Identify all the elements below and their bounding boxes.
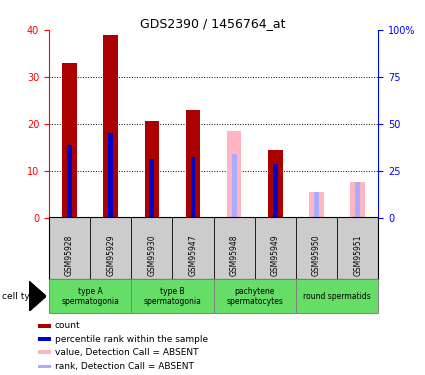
Text: GSM95930: GSM95930 xyxy=(147,235,156,276)
Text: value, Detection Call = ABSENT: value, Detection Call = ABSENT xyxy=(55,348,198,357)
Bar xyxy=(62,63,76,217)
Bar xyxy=(309,192,324,217)
Text: GSM95928: GSM95928 xyxy=(65,235,74,276)
Bar xyxy=(268,150,283,217)
Text: GSM95951: GSM95951 xyxy=(353,235,362,276)
Text: pachytene
spermatocytes: pachytene spermatocytes xyxy=(226,286,283,306)
Bar xyxy=(38,324,51,328)
Text: GSM95950: GSM95950 xyxy=(312,235,321,276)
Text: GSM95947: GSM95947 xyxy=(188,235,198,276)
Text: GSM95949: GSM95949 xyxy=(271,235,280,276)
Bar xyxy=(149,159,154,218)
Bar xyxy=(144,122,159,218)
Text: cell type: cell type xyxy=(2,292,41,301)
Text: rank, Detection Call = ABSENT: rank, Detection Call = ABSENT xyxy=(55,362,194,371)
Bar xyxy=(227,131,241,218)
Text: count: count xyxy=(55,321,81,330)
Bar xyxy=(67,145,72,218)
Bar xyxy=(351,182,365,218)
FancyBboxPatch shape xyxy=(49,279,131,313)
Bar xyxy=(190,157,196,218)
Bar xyxy=(103,35,118,218)
FancyBboxPatch shape xyxy=(296,279,378,313)
Text: round spermatids: round spermatids xyxy=(303,292,371,301)
Bar xyxy=(232,154,237,218)
Text: GDS2390 / 1456764_at: GDS2390 / 1456764_at xyxy=(140,17,285,30)
FancyBboxPatch shape xyxy=(213,279,296,313)
Bar xyxy=(314,192,319,217)
Text: percentile rank within the sample: percentile rank within the sample xyxy=(55,334,208,344)
Text: GSM95929: GSM95929 xyxy=(106,235,115,276)
Text: GSM95948: GSM95948 xyxy=(230,235,239,276)
Bar xyxy=(273,164,278,218)
Bar xyxy=(38,337,51,341)
Bar xyxy=(186,110,200,218)
Bar xyxy=(38,365,51,368)
FancyBboxPatch shape xyxy=(131,279,213,313)
Text: type B
spermatogonia: type B spermatogonia xyxy=(144,286,201,306)
Bar xyxy=(38,350,51,354)
Bar xyxy=(355,182,360,218)
Text: type A
spermatogonia: type A spermatogonia xyxy=(61,286,119,306)
Bar xyxy=(108,133,113,218)
Polygon shape xyxy=(29,281,46,311)
